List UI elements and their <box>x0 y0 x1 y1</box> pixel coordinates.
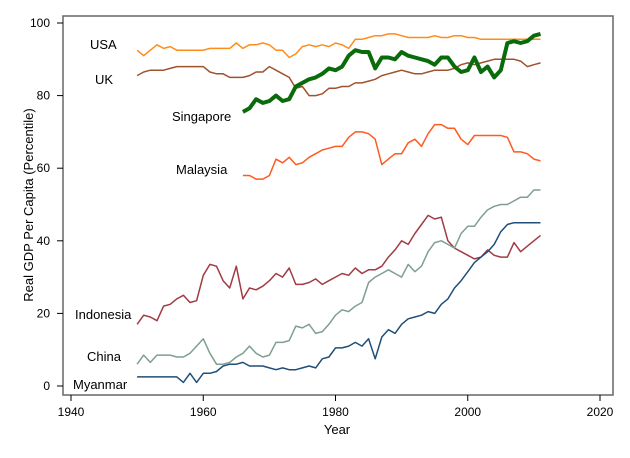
series-label-indonesia: Indonesia <box>75 307 132 322</box>
series-label-uk: UK <box>95 72 113 87</box>
series-line-china <box>136 189 541 365</box>
x-tick-label: 2020 <box>587 405 614 419</box>
x-tick-label: 1980 <box>322 405 349 419</box>
y-axis: 0 20 40 60 80 100 <box>30 16 63 393</box>
y-tick-label: 40 <box>37 234 51 248</box>
x-tick-label: 2000 <box>454 405 481 419</box>
y-tick-label: 0 <box>43 379 50 393</box>
y-tick-label: 80 <box>37 89 51 103</box>
x-axis-title: Year <box>324 422 351 437</box>
series-label-malaysia: Malaysia <box>176 162 228 177</box>
series-line-myanmar <box>137 221 541 384</box>
x-tick-label: 1960 <box>190 405 217 419</box>
series-line-singapore <box>241 31 542 114</box>
series-label-china: China <box>87 349 122 364</box>
x-tick-label: 1940 <box>58 405 85 419</box>
series-layer <box>136 31 542 384</box>
series-line-malaysia <box>242 123 541 180</box>
series-line-usa <box>136 33 541 59</box>
series-line-indonesia <box>136 214 541 325</box>
y-tick-label: 60 <box>37 161 51 175</box>
series-label-usa: USA <box>90 37 117 52</box>
x-axis: 1940 1960 1980 2000 2020 <box>58 395 614 419</box>
series-labels: USA UK Singapore Malaysia Indonesia China Myan… <box>73 37 231 392</box>
series-label-myanmar: Myanmar <box>73 377 128 392</box>
y-axis-title: Real GDP Per Capita (Percentile) <box>21 108 36 301</box>
plot-frame <box>62 15 614 396</box>
y-tick-label: 100 <box>30 16 50 30</box>
series-label-singapore: Singapore <box>172 109 231 124</box>
y-tick-label: 20 <box>37 306 51 320</box>
series-line-uk <box>136 58 541 97</box>
